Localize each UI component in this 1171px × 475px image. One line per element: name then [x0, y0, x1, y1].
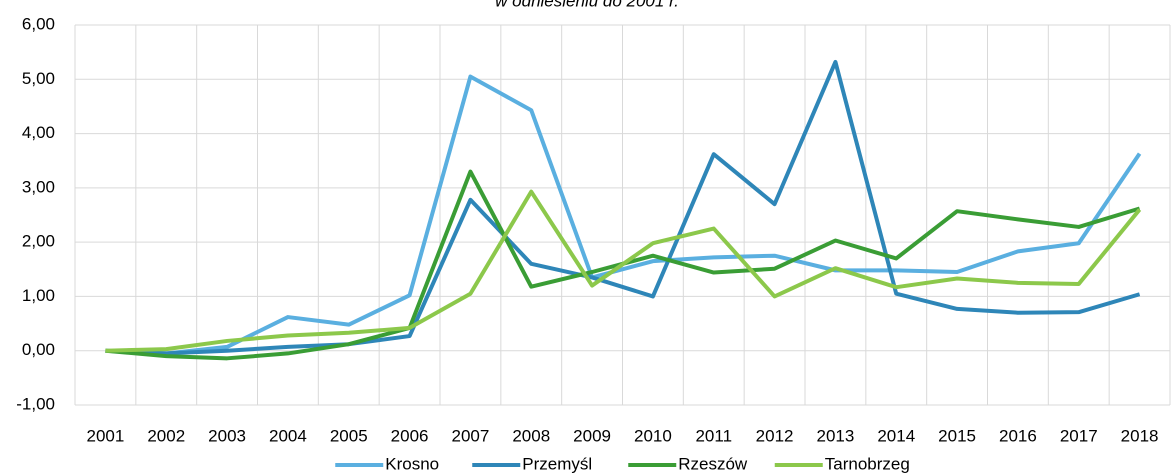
y-tick-label: 3,00: [22, 177, 55, 196]
x-tick-label: 2003: [208, 426, 246, 445]
chart-subtitle: w odniesieniu do 2001 r.: [495, 0, 679, 10]
y-tick-label: 1,00: [22, 286, 55, 305]
x-tick-label: 2006: [391, 426, 429, 445]
x-tick-label: 2002: [147, 426, 185, 445]
x-tick-label: 2011: [695, 426, 732, 445]
y-tick-label: -1,00: [16, 394, 55, 413]
y-tick-label: 5,00: [22, 69, 55, 88]
x-tick-label: 2010: [634, 426, 672, 445]
y-tick-label: 0,00: [22, 340, 55, 359]
x-tick-label: 2001: [87, 426, 125, 445]
x-tick-label: 2017: [1060, 426, 1098, 445]
x-tick-label: 2008: [512, 426, 550, 445]
x-tick-label: 2009: [573, 426, 611, 445]
x-tick-label: 2016: [999, 426, 1037, 445]
legend-label: Przemyśl: [522, 454, 592, 473]
x-tick-label: 2015: [938, 426, 976, 445]
legend-label: Rzeszów: [678, 454, 748, 473]
x-tick-label: 2013: [817, 426, 855, 445]
x-tick-label: 2014: [877, 426, 915, 445]
legend-label: Tarnobrzeg: [825, 454, 910, 473]
x-tick-label: 2005: [330, 426, 368, 445]
y-tick-label: 4,00: [22, 123, 55, 142]
x-tick-label: 2004: [269, 426, 307, 445]
legend-label: Krosno: [385, 454, 439, 473]
series-line: [105, 74, 1142, 356]
y-tick-label: 2,00: [22, 232, 55, 251]
x-tick-label: 2012: [756, 426, 794, 445]
y-tick-label: 6,00: [22, 14, 55, 33]
x-tick-label: 2007: [452, 426, 490, 445]
series-line: [105, 189, 1142, 353]
x-tick-label: 2018: [1121, 426, 1159, 445]
series-line: [105, 59, 1141, 356]
